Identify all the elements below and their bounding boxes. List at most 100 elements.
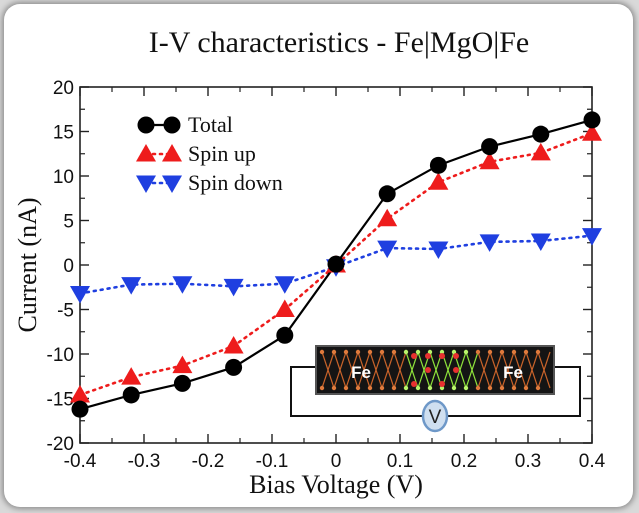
y-tick-label: -10 [47, 345, 74, 366]
data-point-total [276, 326, 294, 344]
lattice-atom [475, 385, 481, 391]
y-tick-label: -5 [57, 301, 74, 322]
lattice-bond [357, 351, 371, 389]
data-point-spin-up [582, 123, 602, 141]
data-point-total [173, 374, 191, 392]
lattice-atom [391, 385, 397, 391]
data-point-spin-up [121, 367, 142, 385]
data-point-total [327, 255, 345, 273]
y-tick-label: 10 [53, 167, 74, 188]
data-point-total [532, 125, 550, 143]
lattice-atom [439, 385, 445, 391]
lattice-atom [403, 349, 409, 355]
lattice-atom [523, 349, 529, 355]
oxygen-atom [453, 353, 459, 359]
legend-marker [162, 144, 182, 162]
y-tick-label: 0 [63, 256, 74, 277]
atomic-lattice [319, 349, 551, 391]
data-point-spin-down [530, 233, 551, 251]
legend-marker [162, 175, 182, 193]
lattice-atom [331, 349, 337, 355]
oxygen-atom [453, 367, 459, 373]
x-tick-label: 0.3 [515, 451, 541, 472]
lattice-bond [345, 351, 359, 389]
legend-marker [136, 175, 156, 193]
oxygen-atom [439, 381, 445, 387]
lattice-bond [513, 351, 527, 389]
lattice-bond [453, 351, 467, 389]
axis-tick-labels: -0.4 -0.3 -0.2 -0.1 0 0.1 0.2 0.3 0.4 -20 -15 -10 -5… [47, 78, 606, 472]
legend-entry-total: Total [137, 112, 233, 137]
circuit-wire [290, 366, 581, 417]
oxygen-atom [411, 353, 417, 359]
series-line-spin-up [78, 131, 594, 397]
data-point-total [429, 156, 447, 174]
lattice-atom [415, 349, 421, 355]
oxygen-atom [439, 353, 445, 359]
chart-title: I-V characteristics - Fe|MgO|Fe [149, 26, 530, 59]
lattice-bond [537, 351, 551, 389]
lattice-atom [439, 349, 445, 355]
x-tick-label: -0.2 [192, 451, 225, 472]
data-point-total [122, 386, 140, 404]
oxygen-atom [425, 367, 431, 373]
lattice-atom [367, 385, 373, 391]
voltage-source-icon [421, 399, 449, 433]
legend: Total Spin up Spin down [136, 112, 283, 195]
lattice-bond [477, 351, 491, 389]
lattice-atom [415, 385, 421, 391]
lattice-atom [451, 385, 457, 391]
oxygen-atom [411, 381, 417, 387]
data-point-total [481, 138, 499, 156]
legend-entry-spin-up: Spin up [136, 141, 256, 166]
lattice-bond [465, 351, 479, 389]
legend-marker [163, 116, 181, 134]
data-point-spin-down [274, 276, 295, 294]
figure-frame: I-V characteristics - Fe|MgO|Fe -0.4 -0.3… [4, 4, 633, 507]
lattice-atom [475, 349, 481, 355]
y-tick-label: 20 [53, 78, 74, 99]
data-point-spin-up [530, 142, 551, 161]
lattice-atom [319, 385, 325, 391]
lattice-atom [403, 385, 409, 391]
lattice-bond [321, 351, 335, 389]
data-point-spin-down [70, 285, 90, 304]
lattice-bond [369, 351, 383, 389]
lattice-atom [331, 385, 337, 391]
x-tick-label: -0.1 [256, 451, 289, 472]
data-point-spin-up [172, 355, 193, 374]
lattice-atom [499, 385, 505, 391]
data-point-spin-up [274, 299, 295, 317]
lattice-bond [381, 351, 395, 389]
y-tick-label: 15 [53, 123, 74, 144]
data-point-total [583, 111, 601, 129]
data-point-spin-up [377, 208, 398, 227]
data-point-total [378, 185, 396, 203]
data-point-spin-down [582, 228, 602, 246]
lattice-atom [427, 385, 433, 391]
oxygen-atom [425, 353, 431, 359]
data-point-spin-up [223, 335, 244, 354]
lattice-bond [489, 351, 503, 389]
lattice-atom [487, 349, 493, 355]
lattice-atom [343, 385, 349, 391]
lattice-bond [525, 351, 539, 389]
legend-label: Spin up [188, 141, 256, 166]
legend-label: Spin down [188, 170, 283, 195]
data-point-spin-down [121, 277, 142, 295]
lattice-atom [355, 349, 361, 355]
voltage-source-label: V [429, 407, 442, 428]
y-tick-label: 5 [63, 212, 74, 233]
series-markers [70, 111, 602, 418]
lattice-atom [511, 385, 517, 391]
data-point-spin-up [479, 151, 500, 170]
data-point-spin-down [223, 278, 244, 297]
lattice-atom [319, 349, 325, 355]
y-tick-label: -20 [47, 434, 74, 455]
lattice-atom [523, 385, 529, 391]
lattice-atom [463, 385, 469, 391]
x-tick-label: 0 [331, 451, 342, 472]
lattice-atom [451, 349, 457, 355]
axis-ticks [79, 86, 593, 444]
data-point-spin-down [172, 276, 193, 294]
